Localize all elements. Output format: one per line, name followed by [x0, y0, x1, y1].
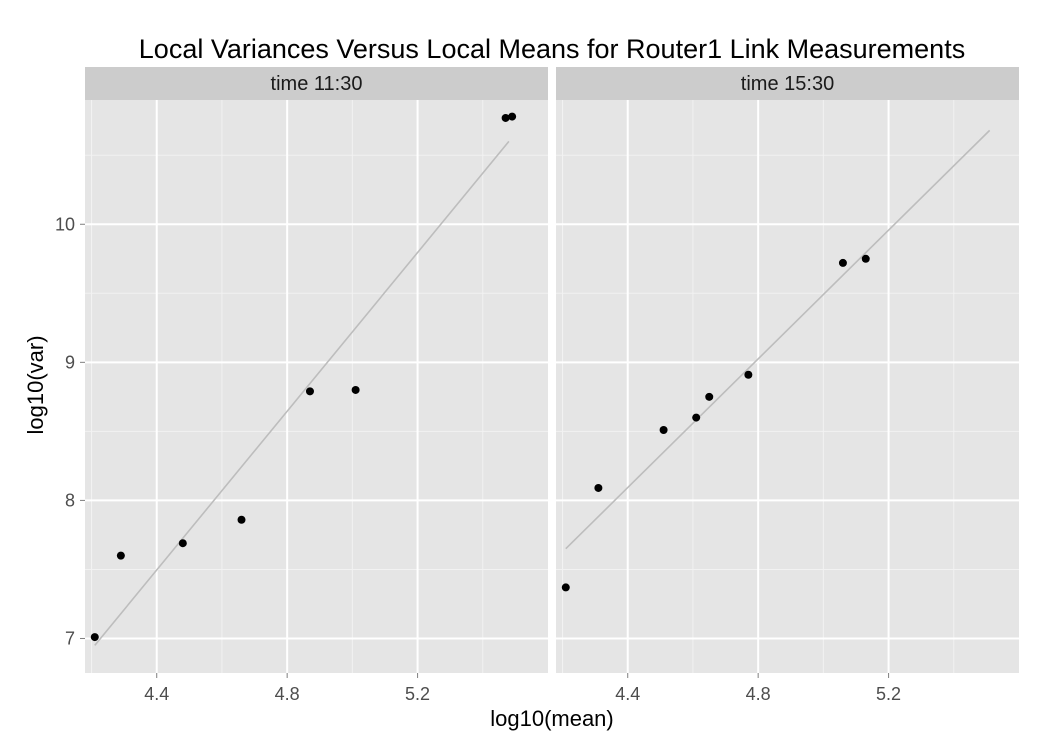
data-point: [508, 112, 517, 121]
y-axis: 7 8 9 10: [55, 214, 85, 648]
y-axis-title: log10(var): [23, 335, 48, 434]
fit-line: [565, 129, 991, 550]
x-tick-label: 5.2: [876, 684, 901, 704]
data-point: [90, 633, 99, 642]
x-tick-label: 4.8: [746, 684, 771, 704]
data-point: [594, 483, 603, 492]
data-point: [237, 515, 246, 524]
data-point: [501, 113, 510, 122]
facet-panel: time 11:30 4.4 4.8 5.2: [85, 67, 548, 704]
panel-background: [85, 100, 548, 673]
data-point: [178, 539, 187, 548]
data-point: [116, 551, 125, 560]
chart-title: Local Variances Versus Local Means for R…: [139, 34, 965, 64]
y-tick-label: 9: [65, 352, 75, 372]
y-tick-label: 8: [65, 490, 75, 510]
facet-strip-label: time 11:30: [271, 73, 363, 95]
facet-strip: [85, 67, 548, 100]
data-point: [659, 425, 668, 434]
data-point: [692, 413, 701, 422]
facet-panel: time 15:30 4.4 4.8 5.2: [556, 67, 1019, 704]
data-point: [305, 387, 314, 396]
x-tick-label: 4.4: [615, 684, 640, 704]
data-point: [744, 370, 753, 379]
facet-panels: time 11:30 4.4 4.8 5.2 time 15:30 4.4 4.8 5.2: [85, 67, 1019, 704]
data-point: [838, 258, 847, 267]
panel-background: [556, 100, 1019, 673]
facet-strip: [556, 67, 1019, 100]
data-point: [705, 392, 714, 401]
x-axis-title: log10(mean): [490, 706, 614, 731]
x-tick-label: 5.2: [405, 684, 430, 704]
y-tick-label: 10: [55, 214, 75, 234]
data-point: [561, 583, 570, 592]
fit-line: [94, 140, 510, 646]
data-point: [861, 254, 870, 263]
x-tick-label: 4.4: [144, 684, 169, 704]
facet-strip-label: time 15:30: [741, 73, 834, 95]
y-tick-label: 7: [65, 628, 75, 648]
x-tick-label: 4.8: [275, 684, 300, 704]
data-point: [351, 385, 360, 394]
